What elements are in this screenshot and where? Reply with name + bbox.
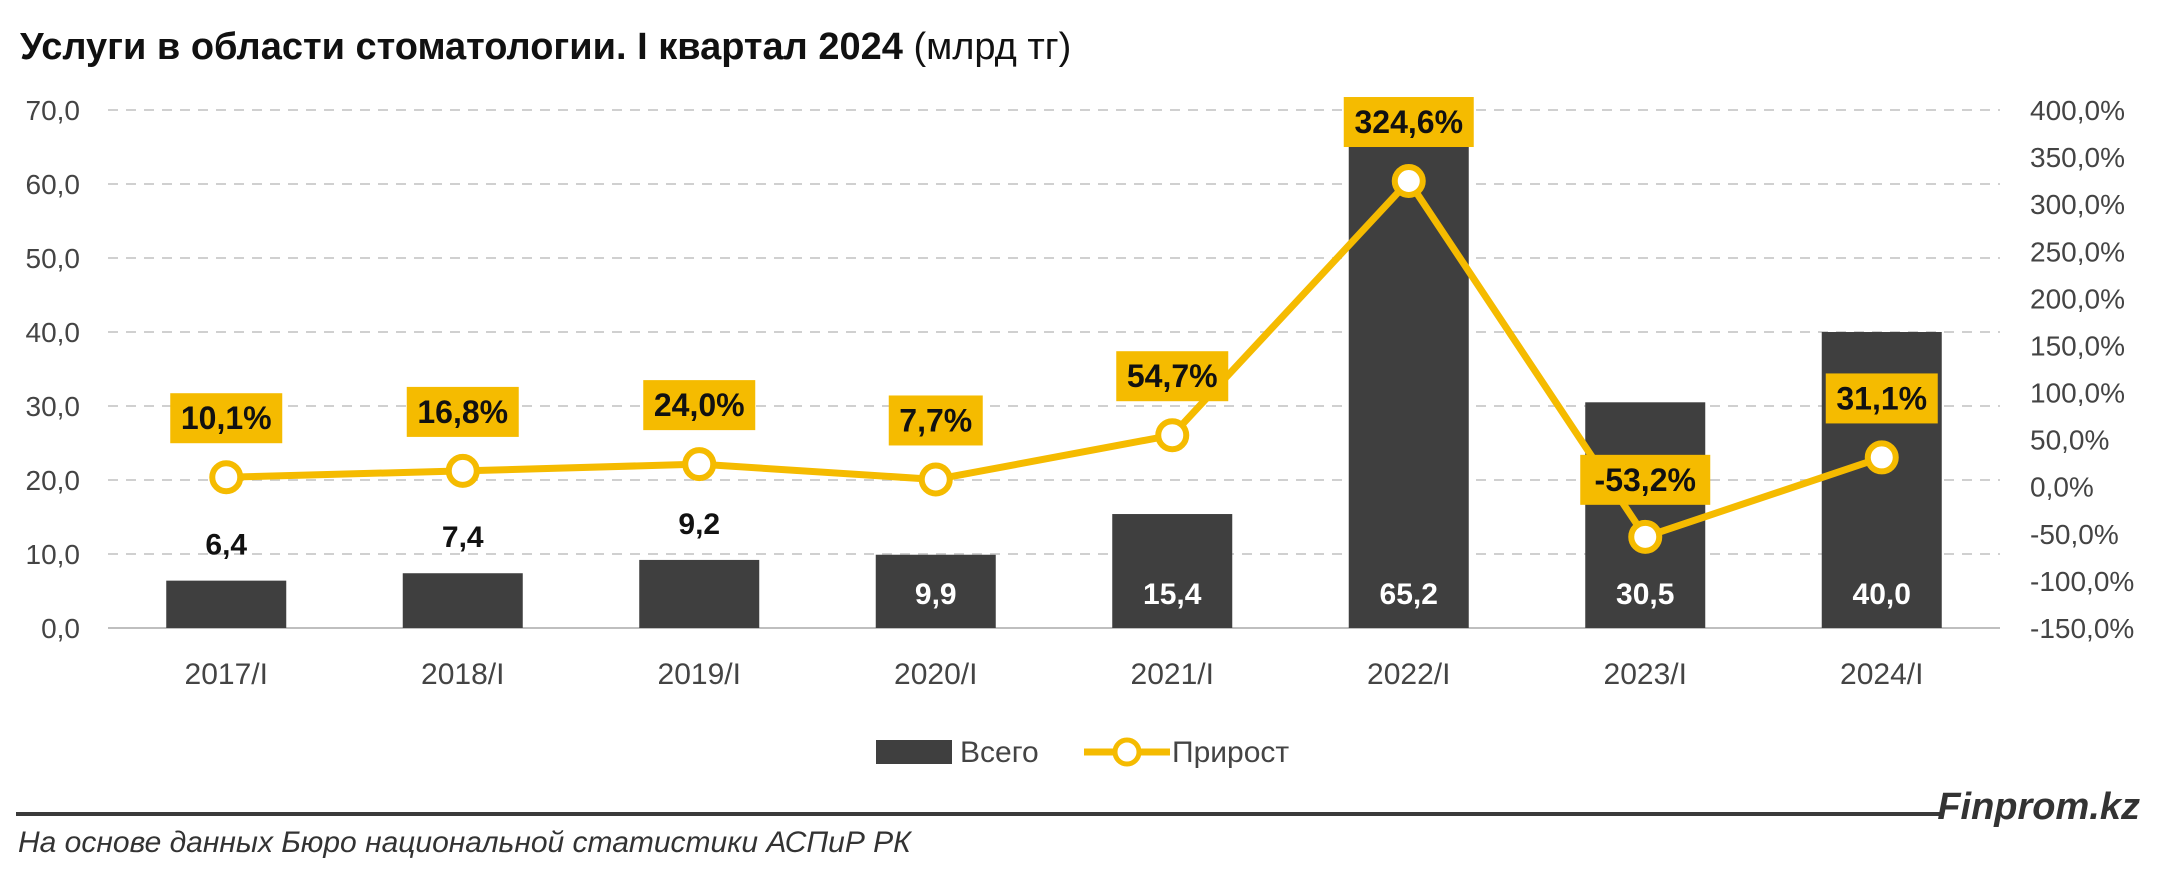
bar bbox=[639, 559, 760, 628]
left-tick-label: 30,0 bbox=[26, 391, 81, 422]
growth-point bbox=[1864, 440, 1899, 475]
growth-label-box bbox=[643, 380, 756, 431]
category-labels: 2017/I 2018/I 2019/I 2020/I 2021/I 2022/I 2023… bbox=[185, 658, 1924, 691]
growth-point bbox=[918, 462, 953, 497]
right-tick-label: 150,0% bbox=[2030, 330, 2125, 361]
growth-label-text: 10,1% bbox=[181, 400, 272, 436]
category-label: 2022/I bbox=[1367, 658, 1450, 691]
right-tick-label: -100,0% bbox=[2030, 566, 2134, 597]
bar-value-label: 9,2 bbox=[678, 508, 720, 541]
growth-label-text: 54,7% bbox=[1127, 358, 1218, 394]
bar-value-label: 6,4 bbox=[205, 529, 247, 562]
chart-title-unit: (млрд тг) bbox=[913, 26, 1072, 68]
growth-label-box bbox=[1116, 351, 1229, 402]
growth-label-box bbox=[888, 395, 983, 446]
right-tick-label: 100,0% bbox=[2030, 378, 2125, 409]
category-label: 2021/I bbox=[1131, 658, 1214, 691]
right-tick-label: 200,0% bbox=[2030, 283, 2125, 314]
growth-label-text: 24,0% bbox=[654, 387, 745, 423]
right-tick-label: 0,0% bbox=[2030, 472, 2094, 503]
bar bbox=[1348, 145, 1469, 628]
legend-swatch-bar bbox=[876, 740, 952, 764]
bars: 6,4 7,4 9,2 9,9 15,4 65,2 30,5 40,0 bbox=[166, 145, 1942, 628]
bar-value-label: 65,2 bbox=[1380, 578, 1438, 611]
growth-line: 10,1% 16,8% 24,0% 7,7% 54,7% 324,6% -53,2% 31,1… bbox=[170, 97, 1938, 554]
right-axis: -150,0% -100,0% -50,0% 0,0% 50,0% 100,0% 150,0… bbox=[2030, 95, 2134, 644]
chart: 0,010,020,030,040,050,060,070,0 -150,0%-… bbox=[26, 95, 2135, 769]
bar-value-label: 9,9 bbox=[915, 578, 957, 611]
category-label: 2020/I bbox=[894, 658, 977, 691]
growth-label: 54,7% bbox=[1116, 351, 1229, 402]
growth-label: 10,1% bbox=[170, 393, 283, 444]
growth-label-box bbox=[406, 386, 519, 437]
source-note: На основе данных Бюро национальной стати… bbox=[18, 826, 911, 859]
growth-label: 16,8% bbox=[406, 386, 519, 437]
growth-label-text: -53,2% bbox=[1595, 462, 1696, 498]
legend-label-total: Всего bbox=[960, 736, 1039, 769]
bar-value-label: 7,4 bbox=[442, 521, 484, 554]
brand-logo: Finprom.kz bbox=[1937, 786, 2140, 828]
left-tick-label: 20,0 bbox=[26, 465, 81, 496]
growth-label-text: 324,6% bbox=[1354, 104, 1463, 140]
right-tick-label: -150,0% bbox=[2030, 613, 2134, 644]
left-tick-label: 10,0 bbox=[26, 539, 81, 570]
growth-point bbox=[445, 453, 480, 488]
bar-value-label: 15,4 bbox=[1143, 578, 1202, 611]
right-tick-label: 400,0% bbox=[2030, 95, 2125, 126]
gridlines bbox=[108, 109, 2000, 629]
category-label: 2019/I bbox=[658, 658, 741, 691]
left-tick-label: 50,0 bbox=[26, 243, 81, 274]
category-label: 2023/I bbox=[1604, 658, 1687, 691]
left-tick-label: 60,0 bbox=[26, 169, 81, 200]
right-tick-label: 350,0% bbox=[2030, 142, 2125, 173]
bar bbox=[1112, 514, 1233, 628]
right-tick-label: -50,0% bbox=[2030, 519, 2119, 550]
growth-label-box bbox=[170, 393, 283, 444]
category-label: 2017/I bbox=[185, 658, 268, 691]
right-tick-label: 50,0% bbox=[2030, 425, 2109, 456]
right-tick-label: 250,0% bbox=[2030, 236, 2125, 267]
category-label: 2024/I bbox=[1840, 658, 1923, 691]
growth-point bbox=[1155, 418, 1190, 453]
chart-title: Услуги в области стоматологии. I квартал… bbox=[20, 26, 1071, 69]
growth-label-box bbox=[1825, 373, 1938, 424]
bar bbox=[166, 580, 287, 628]
bar bbox=[1585, 402, 1706, 628]
growth-label: 31,1% bbox=[1825, 373, 1938, 424]
right-tick-label: 300,0% bbox=[2030, 189, 2125, 220]
left-tick-label: 0,0 bbox=[41, 613, 80, 644]
growth-label-box bbox=[1580, 454, 1711, 505]
bar bbox=[875, 554, 996, 628]
left-tick-label: 70,0 bbox=[26, 95, 81, 126]
footer-divider bbox=[16, 812, 1940, 816]
growth-label-box bbox=[1343, 97, 1474, 148]
growth-label: -53,2% bbox=[1580, 454, 1711, 505]
bar-value-label: 40,0 bbox=[1853, 578, 1911, 611]
legend-swatch-marker bbox=[1112, 737, 1142, 767]
chart-title-main: Услуги в области стоматологии. I квартал… bbox=[20, 26, 903, 68]
legend-label-growth: Прирост bbox=[1172, 736, 1289, 769]
bar-value-label: 30,5 bbox=[1616, 578, 1674, 611]
growth-label: 7,7% bbox=[888, 395, 983, 446]
growth-point bbox=[209, 460, 244, 495]
bar bbox=[402, 573, 523, 628]
legend: Всего Прирост bbox=[876, 736, 1289, 769]
growth-label-text: 31,1% bbox=[1836, 380, 1927, 416]
growth-label: 324,6% bbox=[1343, 97, 1474, 148]
left-tick-label: 40,0 bbox=[26, 317, 81, 348]
growth-label: 24,0% bbox=[643, 380, 756, 431]
growth-point bbox=[1391, 164, 1426, 199]
growth-label-text: 7,7% bbox=[899, 402, 972, 438]
growth-point bbox=[1628, 519, 1663, 554]
growth-point bbox=[682, 447, 717, 482]
growth-label-text: 16,8% bbox=[417, 394, 508, 430]
category-label: 2018/I bbox=[421, 658, 504, 691]
left-axis: 0,0 10,0 20,0 30,0 40,0 50,0 60,0 70,0 bbox=[26, 95, 81, 644]
